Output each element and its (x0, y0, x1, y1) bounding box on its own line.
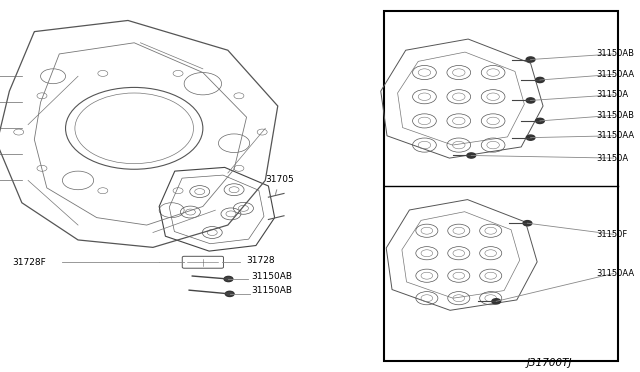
Text: 31150A: 31150A (596, 90, 628, 99)
Text: 31150A: 31150A (596, 154, 628, 163)
Text: 31150AB: 31150AB (596, 49, 634, 58)
Circle shape (492, 299, 500, 304)
Circle shape (536, 77, 544, 83)
Bar (384, 11, 618, 361)
Text: 31728F: 31728F (13, 258, 46, 267)
Circle shape (225, 291, 234, 296)
Text: 31150AA: 31150AA (596, 269, 634, 278)
Circle shape (526, 57, 535, 62)
Text: 31150AA: 31150AA (596, 131, 634, 140)
Text: 31705: 31705 (266, 175, 294, 195)
Text: 31150AB: 31150AB (252, 286, 292, 295)
Text: 31150F: 31150F (596, 230, 627, 239)
Circle shape (536, 118, 544, 124)
Text: J31700TJ: J31700TJ (527, 358, 572, 368)
Circle shape (526, 135, 535, 140)
Text: 31728: 31728 (246, 256, 275, 265)
Text: 31150AB: 31150AB (252, 272, 292, 280)
Text: 31150AA: 31150AA (596, 70, 634, 79)
Text: 31150AB: 31150AB (596, 111, 634, 120)
Circle shape (467, 153, 476, 158)
Circle shape (523, 221, 532, 226)
Circle shape (526, 98, 535, 103)
Circle shape (224, 276, 233, 282)
